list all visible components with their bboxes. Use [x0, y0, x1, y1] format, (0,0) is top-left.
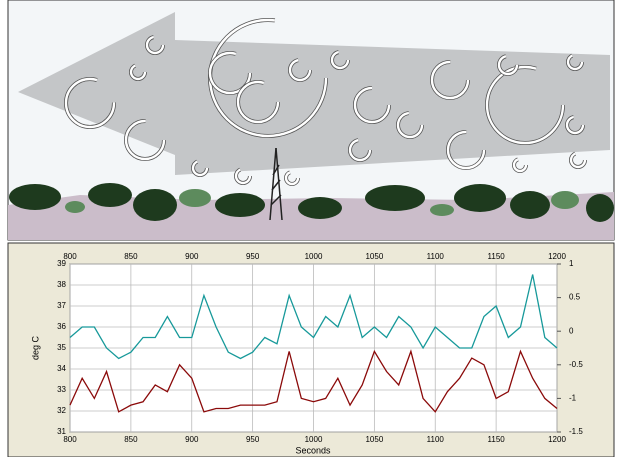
x-tick-label-top: 1200	[548, 252, 566, 261]
y-tick-label: 38	[57, 280, 66, 289]
x-tick-label: 950	[246, 435, 260, 444]
x-tick-label: 1050	[365, 435, 383, 444]
x-tick-label-top: 950	[246, 252, 260, 261]
y2-tick-label: 0.5	[569, 293, 581, 302]
x-tick-label: 800	[63, 435, 77, 444]
y2-tick-label: -1	[569, 394, 577, 403]
y-tick-label: 36	[57, 322, 66, 331]
x-tick-label: 1150	[488, 435, 506, 444]
y-tick-label: 37	[57, 301, 66, 310]
y-tick-label: 35	[57, 343, 66, 352]
y-tick-label: 39	[57, 259, 66, 268]
y2-tick-label: -0.5	[569, 360, 583, 369]
x-tick-label: 1100	[427, 435, 445, 444]
x-tick-label: 850	[124, 435, 138, 444]
y-tick-label: 33	[57, 385, 66, 394]
y2-tick-label: 1	[569, 259, 574, 268]
x-axis-label: Seconds	[295, 445, 331, 455]
illustration	[8, 0, 614, 240]
x-tick-label-top: 850	[124, 252, 138, 261]
x-tick-label-top: 1100	[427, 252, 445, 261]
x-tick-label-top: 1000	[305, 252, 323, 261]
y-axis-label: deg C	[30, 335, 40, 360]
x-tick-label-top: 1150	[488, 252, 506, 261]
x-tick-label: 900	[185, 435, 199, 444]
x-tick-label: 1200	[548, 435, 566, 444]
x-tick-label-top: 900	[185, 252, 199, 261]
y2-tick-label: 0	[569, 326, 574, 335]
figure: Seconds deg C 80080085085090090095095010…	[0, 0, 622, 457]
x-tick-label-top: 1050	[365, 252, 383, 261]
y-tick-label: 32	[57, 406, 66, 415]
x-tick-label: 1000	[305, 435, 323, 444]
y-tick-label: 31	[57, 427, 66, 436]
y2-tick-label: -1.5	[569, 427, 583, 436]
y-tick-label: 34	[57, 364, 66, 373]
